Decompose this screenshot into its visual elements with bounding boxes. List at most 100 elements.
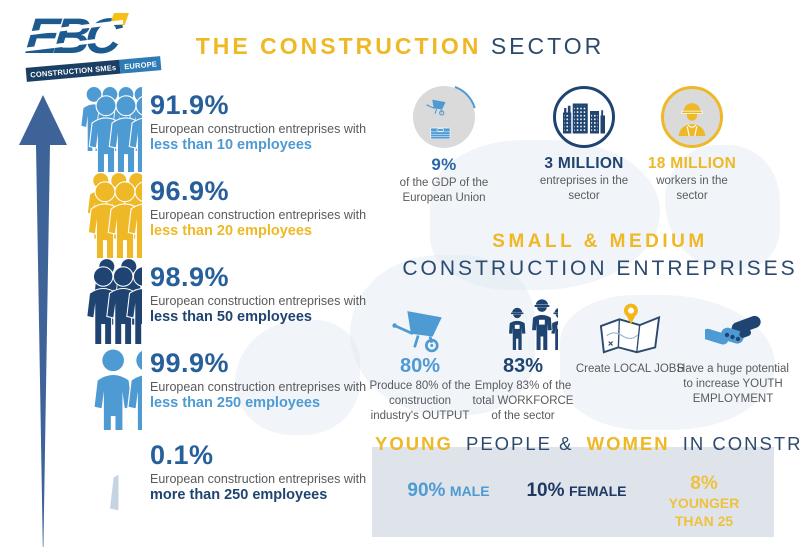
sector-stat-entreprises: 3 MILLION entreprises in the sector [518,86,650,204]
map-pin-icon [599,302,661,354]
stat-label: entreprises in the sector [518,174,650,204]
stat-label-line: of the GDP of the [399,177,489,189]
stat-value: 98.9% [150,262,230,292]
heading-word-people: PEOPLE & [465,433,574,454]
sme-icon-box [364,297,476,354]
sme-heading-rest: CONSTRUCTION ENTREPRISES [402,257,798,280]
stat-emphasis: less than 20 employees [150,223,312,239]
stat-emphasis: less than 10 employees [150,137,312,153]
stat-description: European construction entreprises with [150,380,367,394]
europe-map-background [430,140,660,290]
stat-value: 0.1% [150,440,214,470]
stat-label: FEMALE [568,483,627,499]
europe-map-background [665,145,780,270]
wheelbarrow-icon [391,309,444,353]
sector-stat-gdp: 9% of the GDP of the European Union [378,84,510,206]
sme-section-heading: SMALL & MEDIUM CONSTRUCTION ENTREPRISES [400,231,800,281]
stat-younger-than-25: 8% YOUNGER THAN 25 [654,473,754,532]
ebc-logo-wordmark: EBC [20,8,129,64]
europe-map-background [560,295,775,430]
stat-female: 10% FEMALE [514,480,639,502]
stat-emphasis: less than 50 employees [150,309,312,325]
sme-item-local-jobs: Create LOCAL JOBS [574,297,686,377]
stat-label: workers in the sector [626,174,758,204]
stat-caption: Have a huge potential to increase YOUTH … [677,363,789,405]
sme-icon-box [467,297,579,354]
growth-arrow-icon [19,95,67,547]
heading-word-in-construction: IN CONSTRUCTION [682,433,800,454]
company-size-row-lt250: 99.9% European construction entreprises … [60,344,370,430]
circle-arc-decoration [411,84,477,150]
two-people-icon [93,348,142,430]
people-group-icon [86,258,142,344]
stat-description: European construction entreprises with [150,472,367,486]
company-size-text: 96.9% European construction entreprises … [150,172,366,258]
company-size-text: 0.1% European construction entreprises w… [150,436,366,522]
sme-icon-box [574,297,686,354]
stat-value: 80% [399,355,441,377]
stat-description: European construction entreprises with [150,208,367,222]
handshake-icon [705,314,761,346]
stat-circle [411,84,477,150]
ebc-logo-text: EBC [23,8,120,64]
stat-label: YOUNGER THAN 25 [668,494,740,530]
stat-value: 3 MILLION [544,155,624,172]
company-size-row-lt20: 96.9% European construction entreprises … [60,172,370,258]
stat-label: MALE [449,483,490,499]
stat-value: 8% [690,473,718,494]
stat-circle [553,86,615,148]
split-person-icon [110,441,119,522]
young-women-stats-box: 90% MALE 10% FEMALE 8% YOUNGER THAN 25 [372,447,774,537]
stat-caption: Employ 83% of the total WORKFORCE of the… [472,380,574,422]
stat-male: 90% MALE [386,480,511,502]
sme-item-youth-employment: Have a huge potential to increase YOUTH … [677,297,789,407]
company-size-text: 98.9% European construction entreprises … [150,258,366,344]
company-size-text: 99.9% European construction entreprises … [150,344,366,430]
stat-emphasis: less than 250 employees [150,395,321,411]
buildings-icon [563,103,605,134]
stat-value: 96.9% [150,176,230,206]
page-title-highlight: THE CONSTRUCTION [195,33,482,59]
stat-label-line: entreprises in the [539,175,629,187]
company-size-text: 91.9% European construction entreprises … [150,86,366,172]
europe-map-background [235,320,360,435]
people-crowd-icon [87,172,142,258]
stat-label: of the GDP of the European Union [378,176,510,206]
company-size-row-gt250: 0.1% European construction entreprises w… [60,436,370,522]
stat-emphasis: more than 250 employees [150,487,328,503]
stat-label-line: European Union [402,191,486,204]
stat-value: 91.9% [150,90,230,120]
stat-value: 18 MILLION [647,155,737,172]
stat-value: 10% [526,480,565,501]
page-title-rest: SECTOR [490,33,605,59]
stat-caption: Create LOCAL JOBS [575,363,685,375]
sme-heading-highlight: SMALL & MEDIUM [492,231,708,252]
workers-icon [508,298,558,351]
sme-item-workforce: 83% Employ 83% of the total WORKFORCE of… [467,297,579,424]
stat-description: European construction entreprises with [150,294,367,308]
stat-label-line: workers in the [656,175,728,187]
europe-map-background [350,255,535,415]
sme-icon-box [677,297,789,354]
sector-stat-workers: 18 MILLION workers in the sector [626,86,758,204]
stat-label-line: sector [568,189,600,202]
sme-item-output: 80% Produce 80% of the construction indu… [364,297,476,424]
stat-value: 99.9% [150,348,230,378]
stat-value: 9% [431,155,457,174]
heading-word-women: WOMEN [586,433,670,454]
stat-circle [661,86,723,148]
stat-caption: Produce 80% of the construction industry… [369,380,471,422]
company-size-row-lt50: 98.9% European construction entreprises … [60,258,370,344]
young-women-heading: YOUNG PEOPLE & WOMEN IN CONSTRUCTION [372,433,800,455]
stat-value: 83% [502,355,544,377]
stat-description: European construction entreprises with [150,122,367,136]
heading-word-young: YOUNG [375,433,453,454]
page-title: THE CONSTRUCTION SECTOR [150,33,650,60]
stat-value: 90% [407,480,446,501]
ebc-logo: EBC CONSTRUCTION SMEs EUROPE [20,8,162,82]
people-crowd-icon [80,86,142,172]
company-size-row-lt10: 91.9% European construction entreprises … [60,86,370,172]
stat-label-line: sector [676,189,708,202]
construction-worker-icon [678,102,706,136]
